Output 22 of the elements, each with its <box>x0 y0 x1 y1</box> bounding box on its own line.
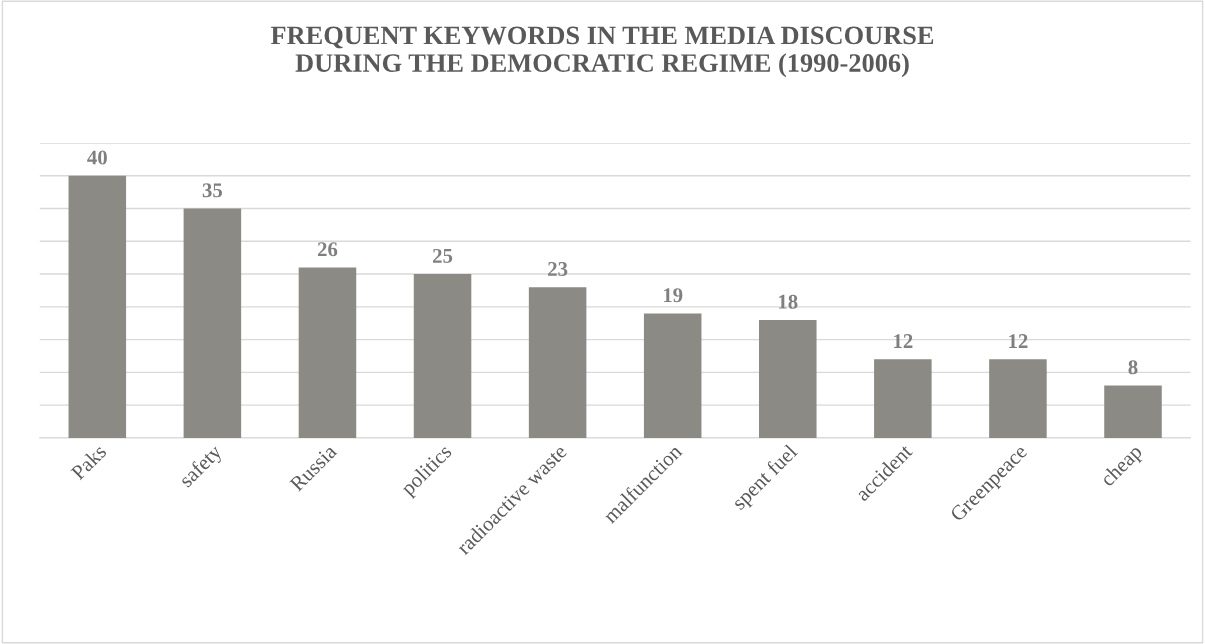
bar <box>528 287 587 438</box>
bar <box>298 267 357 438</box>
bar <box>989 359 1047 438</box>
data-label: 26 <box>317 242 338 257</box>
bar <box>183 208 242 438</box>
data-label: 12 <box>894 334 913 348</box>
data-label: 8 <box>1128 360 1138 375</box>
x-tick-label: Paks <box>69 443 108 481</box>
data-label: 40 <box>87 150 107 165</box>
data-label: 19 <box>663 288 683 303</box>
bar <box>68 175 127 438</box>
data-label: 23 <box>548 261 568 276</box>
data-label: 35 <box>202 183 223 198</box>
bar <box>643 313 702 438</box>
bar <box>759 319 817 438</box>
bar <box>1104 385 1162 438</box>
data-label: 18 <box>779 294 798 309</box>
bar <box>874 359 932 438</box>
bar <box>413 274 472 438</box>
chart-title: FREQUENT KEYWORDS IN THE MEDIA DISCOURSE DURING THE DEMOCRATIC REGIME (1990-2006) <box>270 26 934 78</box>
data-label: 12 <box>1009 334 1028 348</box>
data-label: 25 <box>433 248 453 263</box>
